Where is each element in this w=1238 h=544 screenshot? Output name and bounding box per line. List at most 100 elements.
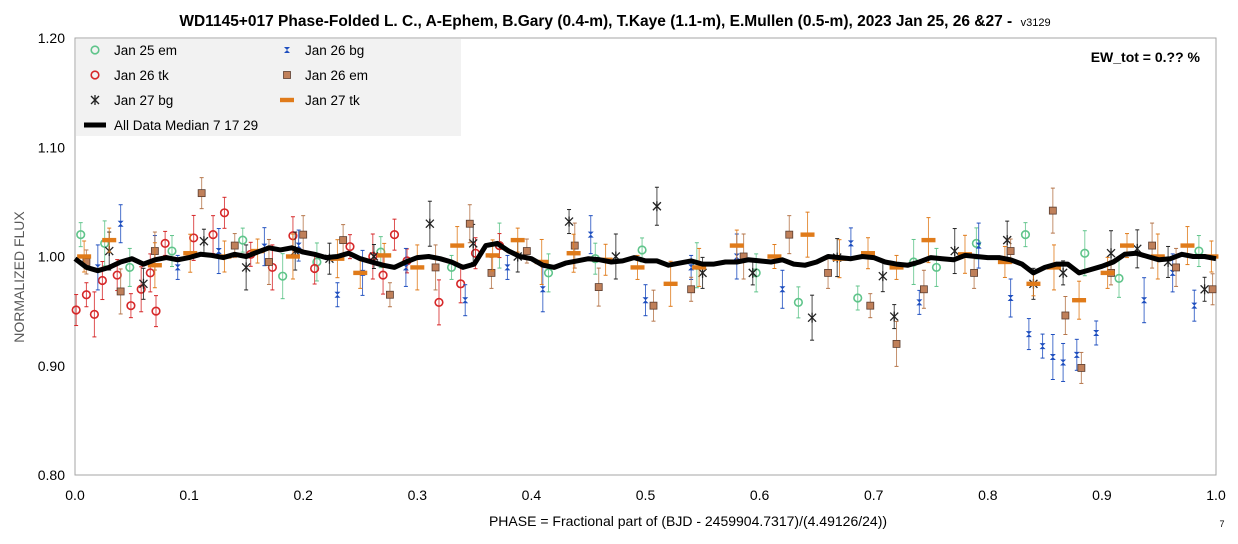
data-point: [504, 264, 511, 271]
data-point: [139, 278, 148, 289]
data-point: [931, 262, 942, 273]
data-point: [920, 285, 928, 294]
y-tick-label: 0.80: [38, 467, 65, 483]
data-point: [1148, 241, 1157, 250]
series-jan-26-em: [82, 177, 1217, 384]
data-point: [889, 265, 904, 270]
data-point: [539, 286, 546, 293]
data-point: [687, 285, 696, 294]
data-point: [975, 242, 982, 249]
data-point: [117, 220, 124, 227]
x-axis-label: PHASE = Fractional part of (BJD - 245990…: [489, 513, 887, 529]
data-point: [97, 275, 107, 286]
data-point: [116, 287, 125, 296]
data-point: [410, 265, 425, 270]
data-point: [462, 297, 469, 304]
legend-item: Jan 26 em: [283, 68, 368, 83]
data-point: [663, 281, 678, 287]
x-tick-label: 0.4: [522, 487, 542, 503]
data-point: [487, 268, 496, 277]
data-point: [230, 241, 239, 250]
legend-items: Jan 25 em Jan 26 tk Jan 27 bg Jan 26 bg Jan …: [84, 43, 368, 133]
data-point: [299, 230, 308, 239]
data-point: [793, 297, 803, 307]
data-point: [465, 219, 474, 228]
data-point: [1048, 206, 1057, 215]
data-point: [125, 262, 135, 273]
data-point: [1026, 281, 1041, 287]
legend-label: Jan 25 em: [114, 43, 177, 58]
data-point: [785, 230, 794, 239]
data-point: [637, 245, 647, 255]
data-point: [369, 251, 379, 262]
data-point: [89, 309, 99, 320]
data-point: [1039, 343, 1046, 350]
data-point: [265, 258, 273, 266]
data-point: [174, 264, 181, 271]
corner-note: 7: [1219, 519, 1224, 529]
data-point: [310, 263, 320, 274]
data-point: [77, 254, 92, 259]
data-point: [1169, 269, 1176, 276]
data-point: [147, 263, 162, 268]
data-point: [208, 230, 218, 240]
data-point: [1141, 297, 1148, 304]
data-point: [353, 270, 368, 276]
data-point: [1049, 354, 1056, 361]
data-point: [1020, 230, 1031, 240]
legend-item-median: All Data Median 7 17 29: [84, 118, 258, 133]
data-point: [285, 254, 300, 259]
x-axis-ticks: 0.0 0.1 0.2 0.3 0.4 0.5 0.6 0.7 0.8 0.9 1.0: [65, 487, 1226, 503]
x-tick-label: 0.8: [978, 487, 998, 503]
x-tick-label: 0.2: [293, 487, 313, 503]
data-point: [692, 265, 707, 270]
data-point: [878, 271, 888, 282]
data-point: [570, 241, 579, 250]
data-point: [642, 297, 649, 304]
data-point: [866, 301, 875, 310]
data-point: [378, 270, 388, 280]
median-line: [73, 240, 1217, 276]
data-point: [1200, 284, 1210, 295]
legend-item: Jan 27 tk: [280, 93, 360, 108]
data-point: [389, 230, 400, 240]
data-point: [339, 236, 348, 245]
data-point: [847, 240, 854, 247]
data-point: [199, 236, 209, 247]
data-point: [916, 299, 923, 306]
data-point: [767, 254, 782, 259]
x-tick-label: 1.0: [1206, 487, 1226, 503]
data-point: [748, 267, 758, 278]
legend-label: Jan 26 tk: [114, 68, 169, 83]
data-point: [278, 271, 288, 281]
data-point: [238, 235, 248, 245]
data-point: [425, 218, 435, 229]
data-point: [295, 242, 302, 249]
data-point: [630, 265, 645, 270]
data-point: [219, 208, 230, 218]
legend-label: Jan 27 tk: [305, 93, 360, 108]
chart-title-version: v3129: [1021, 17, 1051, 29]
data-point: [402, 264, 409, 271]
data-point: [779, 286, 786, 293]
data-point: [649, 301, 658, 310]
data-point: [594, 283, 603, 291]
series-jan-26-bg: [94, 204, 1198, 382]
data-point: [468, 238, 478, 249]
legend-item: Jan 25 em: [90, 43, 177, 58]
data-point: [81, 290, 92, 300]
x-tick-label: 0.7: [864, 487, 884, 503]
legend-swatch: [90, 95, 100, 105]
legend-item: Jan 26 tk: [90, 68, 169, 83]
x-tick-label: 0.5: [636, 487, 656, 503]
data-point: [485, 253, 500, 258]
data-point: [167, 246, 177, 256]
x-tick-label: 0.0: [65, 487, 85, 503]
data-point: [241, 262, 251, 273]
data-point: [345, 242, 355, 252]
data-point: [1060, 359, 1067, 366]
data-point: [450, 243, 465, 248]
legend-label: Jan 27 bg: [114, 93, 173, 108]
ew-annotation: EW_tot = 0.?? %: [1091, 49, 1201, 65]
